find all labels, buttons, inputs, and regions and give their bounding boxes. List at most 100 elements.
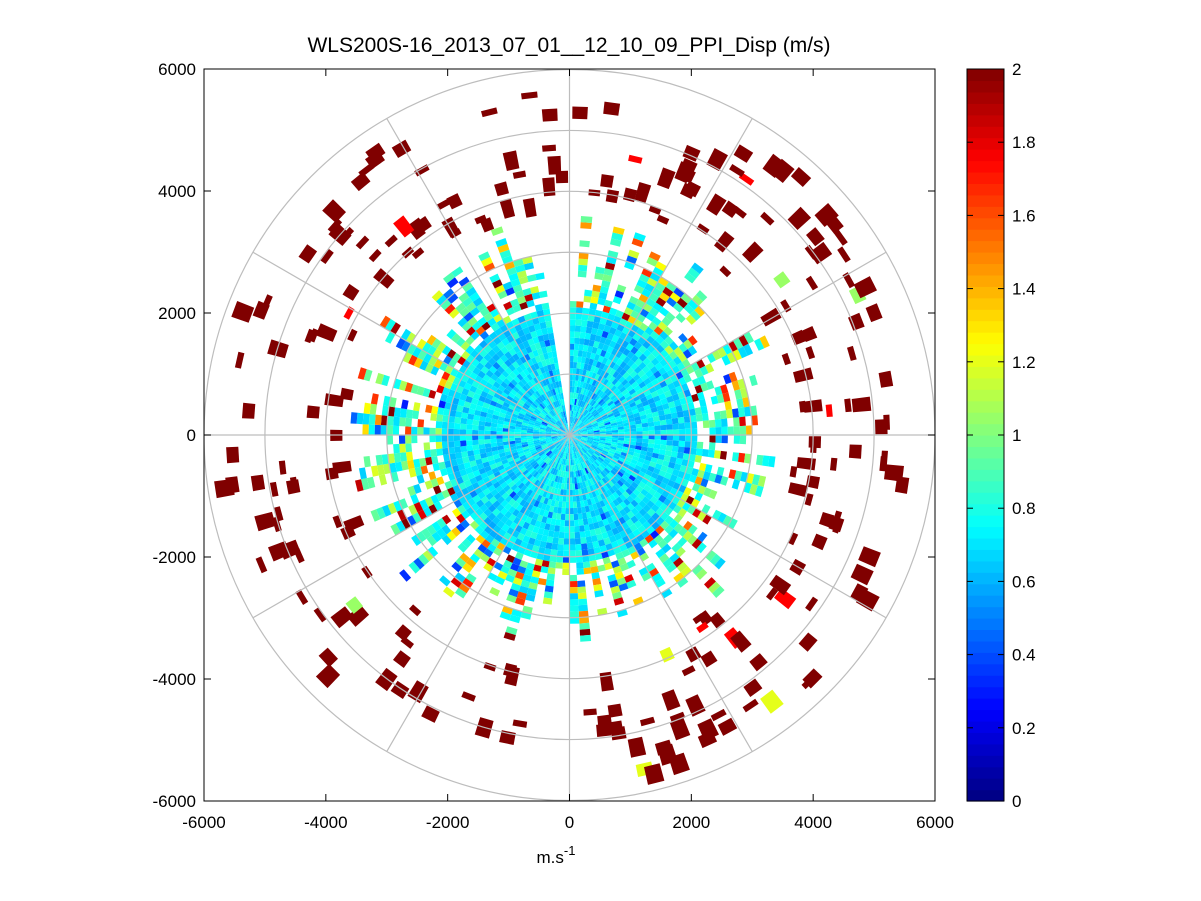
core-cell: [574, 525, 580, 533]
core-cell: [496, 358, 505, 367]
core-cell: [597, 539, 606, 547]
core-cell: [582, 417, 588, 423]
band-cell: [460, 341, 470, 351]
band-cell: [481, 539, 491, 549]
core-cell: [586, 320, 594, 328]
core-cell: [483, 525, 493, 535]
core-cell: [630, 346, 639, 355]
core-cell: [502, 441, 510, 446]
band-cell: [569, 599, 579, 606]
core-cell: [629, 421, 636, 426]
outer-cell: [798, 632, 818, 652]
core-cell: [585, 326, 593, 334]
core-cell: [469, 385, 478, 393]
core-cell: [597, 408, 604, 414]
core-cell: [533, 436, 540, 439]
core-cell: [552, 447, 558, 454]
core-cell: [666, 467, 674, 475]
core-cell: [655, 507, 665, 517]
core-cell: [558, 420, 563, 426]
band-cell: [446, 329, 457, 340]
core-cell: [546, 425, 553, 429]
outer-cell: [685, 694, 706, 717]
core-cell: [541, 483, 548, 491]
core-cell: [545, 517, 552, 525]
outer-cell: [762, 153, 787, 178]
core-cell: [609, 340, 617, 349]
core-cell: [567, 441, 569, 448]
colorbar-segment: [967, 618, 1004, 631]
core-cell: [641, 442, 649, 448]
band-cell: [444, 303, 456, 315]
core-cell: [619, 410, 627, 416]
y-tick-label: -6000: [153, 792, 196, 811]
band-cell: [526, 562, 535, 571]
core-cell: [571, 392, 574, 399]
colorbar-segment: [967, 274, 1004, 287]
outer-cell: [714, 231, 735, 253]
core-cell: [506, 488, 514, 496]
band-cell: [395, 337, 406, 350]
core-cell: [632, 455, 639, 462]
core-cell: [539, 403, 545, 410]
core-cell: [490, 373, 499, 382]
band-cell: [406, 332, 417, 344]
core-cell: [598, 441, 606, 445]
core-cell: [629, 337, 638, 347]
core-cell: [603, 491, 610, 499]
band-cell: [608, 579, 619, 588]
colorbar-segment: [967, 720, 1004, 733]
core-cell: [591, 346, 598, 354]
core-cell: [515, 426, 522, 430]
core-cell: [523, 487, 531, 495]
core-cell: [685, 395, 694, 404]
core-cell: [626, 495, 635, 503]
band-cell: [487, 317, 497, 327]
band-cell: [738, 407, 746, 418]
colorbar-segment: [967, 423, 1004, 436]
core-cell: [520, 457, 528, 463]
y-tick-label: 2000: [158, 304, 196, 323]
core-cell: [664, 413, 672, 420]
core-cell: [509, 462, 517, 469]
core-cell: [465, 435, 473, 441]
core-cell: [571, 440, 575, 447]
core-cell: [551, 438, 558, 441]
band-cell: [654, 578, 666, 588]
core-cell: [467, 472, 475, 480]
band-cell: [411, 426, 418, 435]
band-cell: [508, 588, 519, 598]
band-cell: [363, 456, 371, 468]
band-cell: [701, 504, 711, 515]
core-cell: [648, 488, 657, 496]
core-cell: [524, 391, 531, 399]
core-cell: [570, 423, 573, 430]
band-cell: [615, 309, 624, 319]
core-cell: [536, 416, 544, 422]
band-cell: [641, 572, 652, 582]
core-cell: [602, 415, 609, 421]
core-cell: [596, 406, 603, 412]
band-cell: [461, 510, 471, 520]
core-cell: [527, 442, 535, 446]
band-cell: [702, 471, 711, 481]
core-cell: [618, 516, 626, 525]
x-tick-label: -6000: [182, 813, 225, 832]
core-cell: [545, 437, 552, 441]
core-cell: [479, 357, 488, 366]
core-cell: [508, 356, 516, 364]
core-cell: [611, 439, 618, 443]
band-cell: [401, 340, 412, 352]
core-cell: [678, 422, 686, 430]
core-cell: [495, 402, 503, 409]
core-cell: [511, 451, 519, 457]
core-cell: [574, 343, 580, 351]
core-cell: [584, 411, 590, 417]
core-cell: [516, 373, 524, 381]
core-cell: [549, 403, 555, 410]
core-cell: [450, 459, 458, 467]
core-cell: [538, 353, 545, 362]
core-cell: [561, 477, 565, 484]
core-cell: [592, 321, 600, 330]
outer-cell: [474, 214, 487, 225]
